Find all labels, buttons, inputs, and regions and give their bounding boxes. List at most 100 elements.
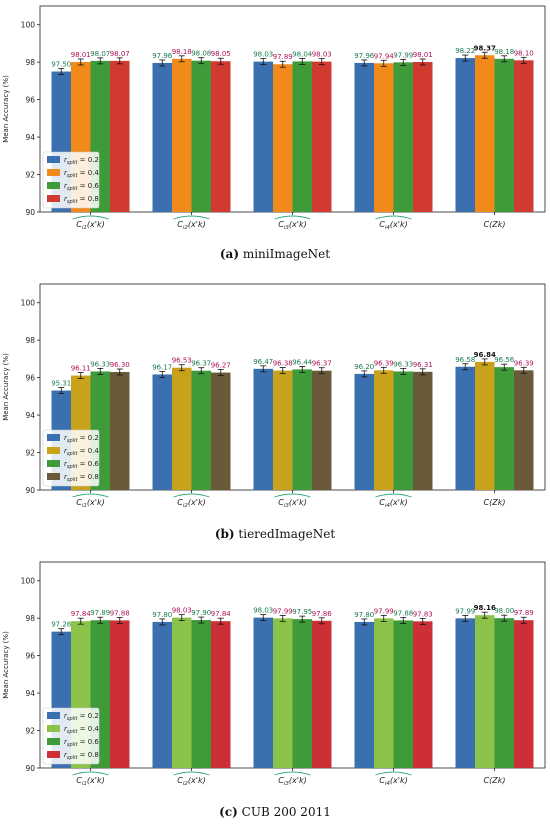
data-label: 98.03 [253,51,273,59]
y-tick-label: 92 [25,171,35,180]
legend-label: rsplit = 0.6 [64,738,99,748]
data-label: 98.18 [494,48,514,56]
data-label: 98.08 [191,50,211,58]
x-label-brace [274,215,311,220]
y-tick-label: 94 [25,689,35,698]
bar [273,618,293,768]
x-label-brace [72,215,109,220]
bar [475,615,495,768]
data-label: 97.89 [273,53,293,61]
data-label: 96.53 [172,357,192,365]
data-label: 98.07 [110,50,130,58]
data-label: 97.94 [374,52,395,60]
bar [475,55,495,212]
panel-a: 90 92 94 96 98 100 Mean Accuracy (%) 97.50 98.01… [0,0,550,275]
legend-label: rsplit = 0.8 [64,751,99,761]
legend-swatch [47,712,60,719]
data-label: 96.56 [494,356,515,364]
bar [455,618,475,768]
bar [253,617,273,768]
legend-swatch [47,169,60,176]
legend-swatch [47,751,60,758]
bar [273,64,293,212]
legend-swatch [47,195,60,202]
y-tick-label: 94 [25,133,35,142]
x-tick-label: Ci1(x'k) [76,220,104,231]
x-tick-label: C(Zk) [484,776,506,785]
data-label: 97.89 [90,609,110,617]
x-tick-label: Ci4(x'k) [379,220,407,231]
legend-label: rsplit = 0.8 [64,473,99,483]
bar [152,621,172,768]
y-tick-label: 90 [25,208,35,217]
data-label: 98.16 [474,604,496,612]
legend-swatch [47,156,60,163]
y-tick-label: 90 [25,486,35,495]
bar [253,61,273,213]
panel-c: 90 92 94 96 98 100 Mean Accuracy (%) 97.28 97.84… [0,556,550,826]
data-label: 98.03 [253,607,273,615]
data-label: 97.99 [374,607,394,615]
bar [191,370,211,490]
bar [292,619,312,768]
data-label: 96.58 [455,356,475,364]
bar [312,620,332,768]
y-tick-label: 98 [25,614,35,623]
data-label: 97.50 [51,61,71,69]
data-label: 97.90 [191,609,211,617]
bar [292,61,312,213]
legend-label: rsplit = 0.6 [64,182,99,192]
legend-swatch [47,473,60,480]
bar [211,621,231,768]
bar [110,620,130,768]
bar [475,361,495,490]
chart-b: 90 92 94 96 98 100 Mean Accuracy (%) 95.3196.11… [2,283,546,509]
bar [211,61,231,212]
y-tick-label: 98 [25,58,35,67]
data-label: 96.30 [110,361,130,369]
x-tick-label: C(Zk) [484,220,506,229]
legend-label: rsplit = 0.4 [64,725,99,735]
data-label: 96.33 [90,360,110,368]
legend-label: rsplit = 0.4 [64,169,99,179]
legend-swatch [47,725,60,732]
data-label: 96.33 [393,360,413,368]
data-label: 96.11 [71,365,91,373]
data-label: 96.38 [273,360,293,368]
caption-c: (c) CUB 200 2011 [219,805,331,819]
data-label: 98.03 [172,607,192,615]
bar [514,620,534,768]
x-tick-label: Ci3(x'k) [278,498,306,509]
y-tick-label: 100 [21,21,36,30]
data-label: 98.10 [514,49,534,57]
x-tick-label: Ci4(x'k) [379,776,407,787]
bar [374,370,394,490]
x-label-brace [72,771,109,776]
data-label: 97.99 [273,607,293,615]
data-label: 97.80 [152,611,172,619]
y-tick-label: 92 [25,449,35,458]
data-label: 97.28 [51,621,71,629]
legend-label: rsplit = 0.2 [64,712,99,722]
legend-box [42,151,100,209]
x-label-brace [274,493,311,498]
data-label: 96.44 [292,358,313,366]
x-label-brace [375,215,412,220]
bar [211,372,231,490]
y-tick-label: 100 [21,577,36,586]
y-tick-label: 96 [25,652,35,661]
data-label: 97.88 [393,609,413,617]
data-label: 97.86 [312,610,333,618]
legend-box [42,707,100,765]
x-tick-label: Ci1(x'k) [76,498,104,509]
y-tick-label: 100 [21,299,36,308]
data-label: 97.96 [354,52,375,60]
data-label: 96.47 [253,358,273,366]
data-label: 97.99 [455,607,475,615]
bar [110,60,130,212]
legend-label: rsplit = 0.8 [64,195,99,205]
x-tick-label: C(Zk) [484,498,506,507]
data-label: 97.84 [71,610,92,618]
data-label: 98.37 [474,44,496,52]
data-label: 96.37 [191,360,211,368]
